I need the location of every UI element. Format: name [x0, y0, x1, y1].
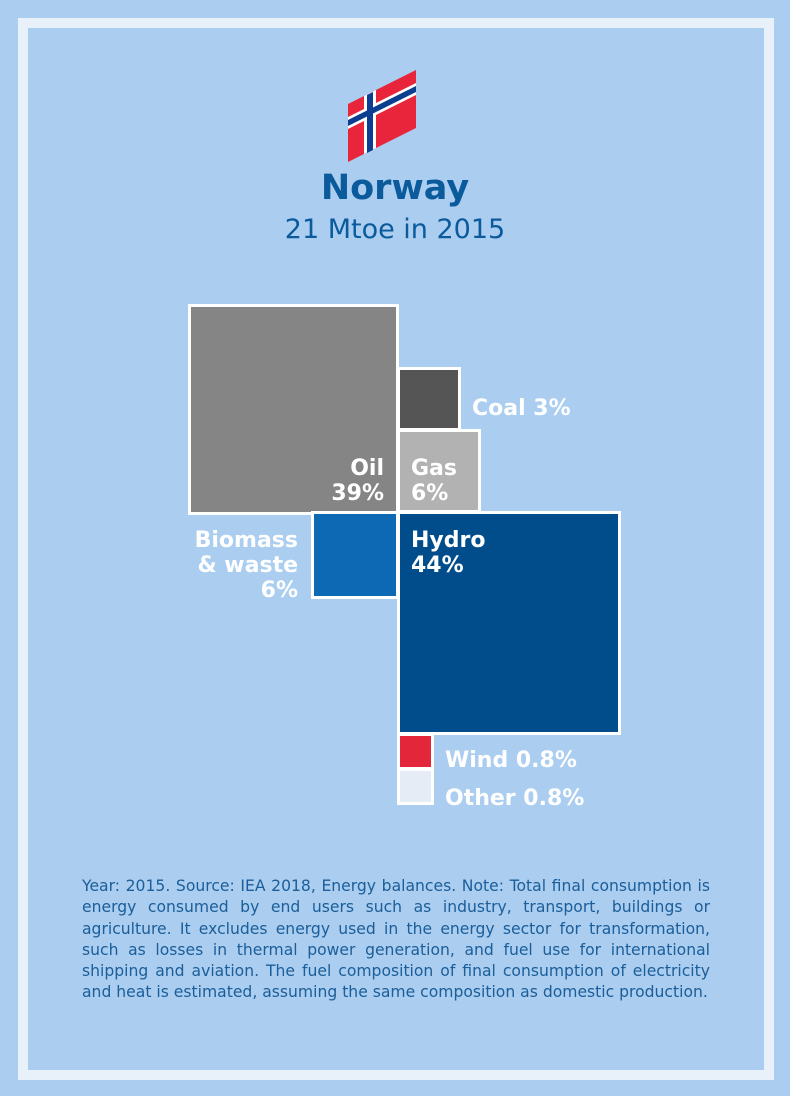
oil-name: Oil: [350, 456, 384, 481]
coal-label: Coal 3%: [472, 396, 571, 421]
gas-label: Gas 6%: [411, 456, 457, 506]
hydro-label: Hydro 44%: [411, 528, 485, 578]
coal-block: [397, 367, 461, 431]
gas-value: 6%: [411, 481, 449, 506]
biomass-name-line2: & waste: [197, 553, 298, 578]
chart-title: Norway: [320, 168, 470, 208]
biomass-label: Biomass & waste 6%: [150, 528, 298, 603]
hydro-value: 44%: [411, 553, 464, 578]
gas-name: Gas: [411, 456, 457, 481]
other-label: Other 0.8%: [445, 786, 585, 811]
oil-value: 39%: [331, 481, 384, 506]
oil-label: Oil 39%: [300, 456, 384, 506]
gas-block: [397, 429, 481, 513]
chart-subtitle: 21 Mtoe in 2015: [284, 214, 506, 245]
biomass-name-line1: Biomass: [194, 528, 298, 553]
hydro-name: Hydro: [411, 528, 486, 553]
footnote: Year: 2015. Source: IEA 2018, Energy bal…: [82, 877, 710, 1002]
norway-flag-icon: [348, 70, 416, 162]
biomass-block: [311, 511, 399, 599]
wind-label: Wind 0.8%: [445, 748, 577, 773]
hydro-block: [397, 511, 621, 735]
wind-block: [397, 733, 434, 770]
other-block: [397, 768, 434, 805]
biomass-value: 6%: [260, 578, 298, 603]
